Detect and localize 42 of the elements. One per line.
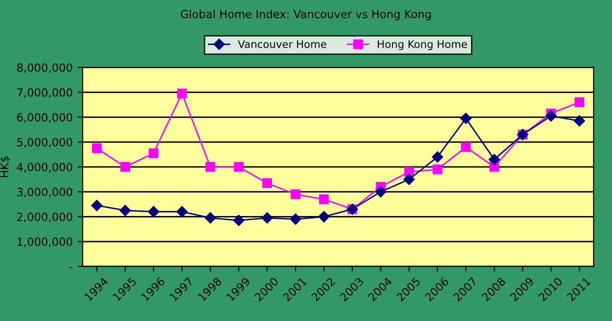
point — [148, 206, 160, 218]
y-tick-label: 4,000,000 — [16, 162, 72, 172]
point — [92, 143, 102, 154]
point — [319, 194, 329, 204]
point — [120, 204, 131, 216]
point — [177, 88, 187, 98]
y-tick-label: 1,000,000 — [18, 238, 72, 248]
point — [432, 164, 442, 174]
legend-label: Hong Kong Home — [378, 40, 467, 50]
y-tick-label: 2,000,000 — [17, 212, 72, 222]
point — [206, 162, 216, 172]
point — [375, 186, 386, 198]
point — [204, 212, 216, 224]
point — [574, 97, 584, 108]
point — [461, 142, 471, 152]
legend-label: Vancouver Home — [238, 40, 326, 48]
point — [318, 211, 330, 222]
y-tick-label: 3,000,000 — [17, 188, 72, 198]
y-axis-title: HK$ — [0, 156, 10, 178]
point — [148, 148, 158, 158]
y-tick-label: 5,000,000 — [17, 138, 72, 148]
point — [488, 154, 500, 166]
chart-title: Global Home Index: Vancouver vs Hong Kong — [180, 10, 431, 20]
point — [545, 110, 557, 122]
y-tick-label: 7,000,000 — [17, 88, 72, 98]
point — [262, 212, 273, 224]
point — [404, 174, 415, 185]
point — [460, 112, 472, 124]
point — [91, 200, 102, 212]
point — [290, 189, 300, 200]
y-tick-label: 6,000,000 — [17, 113, 72, 123]
point — [233, 214, 244, 226]
y-tick-label: - — [69, 267, 72, 268]
point — [432, 151, 444, 163]
y-tick-label: 8,000,000 — [17, 63, 72, 73]
point — [120, 162, 130, 172]
point — [234, 162, 244, 172]
point — [574, 115, 586, 126]
point — [290, 214, 302, 225]
point — [262, 178, 272, 188]
point — [176, 206, 188, 218]
point — [404, 167, 414, 177]
